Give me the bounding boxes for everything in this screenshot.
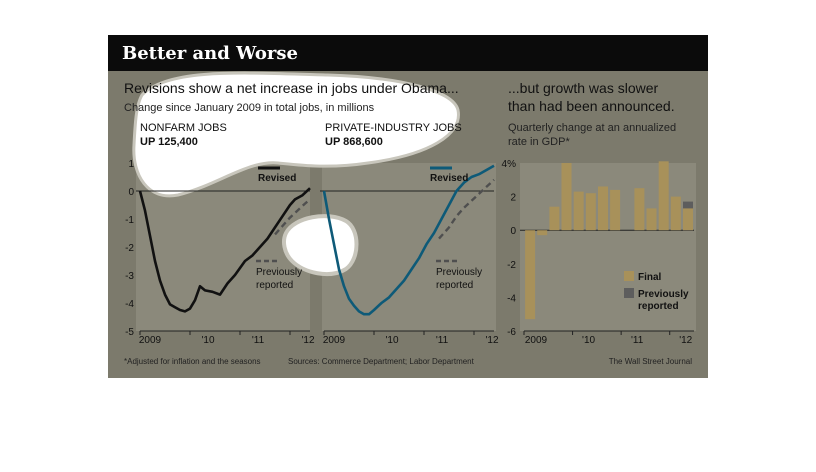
nonfarm-y-tick-label: -1	[125, 215, 134, 226]
nonfarm-title: NONFARM JOBS	[140, 122, 227, 134]
nonfarm-x-tick-label: 2009	[139, 335, 162, 346]
left-heading: Revisions show a net increase in jobs un…	[124, 80, 459, 96]
private-legend-revised-label: Revised	[430, 173, 468, 184]
left-subheading: Change since January 2009 in total jobs,…	[124, 102, 375, 114]
gdp-y-tick-label: -6	[507, 327, 516, 338]
gdp-x-tick-label: '11	[631, 335, 644, 346]
private-previous-line	[438, 178, 495, 240]
private-x-tick-label: '11	[436, 335, 449, 346]
figure-title: Better and Worse	[122, 43, 298, 64]
nonfarm-y-tick-label: -2	[125, 243, 134, 254]
gdp-y-tick-label: 0	[510, 226, 516, 237]
credit: The Wall Street Journal	[609, 357, 693, 366]
gdp-x-tick-label: '12	[679, 335, 692, 346]
gdp-bar-final	[646, 208, 657, 231]
private-x-tick-label: '10	[385, 335, 398, 346]
private-revised-line	[322, 164, 495, 316]
gdp-bar-final	[549, 206, 560, 231]
white-blob-small	[282, 214, 359, 277]
gdp-y-tick-label: -2	[507, 260, 516, 271]
nonfarm-y-tick-label: 1	[128, 159, 134, 170]
nonfarm-previous-line	[274, 198, 311, 236]
gdp-bar-final	[525, 230, 536, 320]
nonfarm-x-tick-label: '11	[252, 335, 265, 346]
title-bar: Better and Worse	[108, 35, 708, 71]
nonfarm-y-tick-label: 0	[128, 187, 134, 198]
gdp-x-tick-label: '10	[582, 335, 595, 346]
private-subtitle: UP 868,600	[325, 136, 383, 148]
right-heading-line2: than had been announced.	[508, 98, 675, 114]
gdp-bar-final	[610, 189, 621, 231]
nonfarm-legend-revised-label: Revised	[258, 173, 296, 184]
nonfarm-y-tick-label: -3	[125, 271, 134, 282]
gdp-bar-final	[670, 196, 681, 231]
gdp-y-tick-label: 2	[510, 193, 516, 204]
right-subheading-line1: Quarterly change at an annualized	[508, 122, 676, 134]
nonfarm-subtitle: UP 125,400	[140, 136, 198, 148]
nonfarm-x-tick-label: '12	[301, 335, 314, 346]
gdp-x-tick-label: 2009	[525, 335, 548, 346]
nonfarm-revised-line	[138, 187, 311, 313]
private-title: PRIVATE-INDUSTRY JOBS	[325, 122, 462, 134]
gdp-bar-final	[598, 186, 608, 231]
chart-svg: Revisions show a net increase in jobs un…	[124, 71, 696, 366]
gdp-y-tick-label: -4	[507, 293, 516, 304]
gdp-legend-previous-label-2: reported	[638, 301, 679, 312]
footnote: *Adjusted for inflation and the seasons	[124, 357, 261, 366]
gdp-bar-final	[561, 163, 572, 231]
gdp-bar-final	[683, 208, 693, 231]
gdp-legend-previous-swatch	[624, 288, 634, 298]
nonfarm-legend-previous-label-2: reported	[256, 280, 293, 291]
nonfarm-y-tick-label: -5	[125, 327, 134, 338]
right-heading-line1: ...but growth was slower	[508, 80, 659, 96]
white-blob-large	[132, 71, 460, 198]
gdp-y-tick-label: 4%	[502, 159, 517, 170]
private-legend-previous-label-2: reported	[436, 280, 473, 291]
gdp-legend-final-swatch	[624, 271, 634, 281]
nonfarm-y-tick-label: -4	[125, 299, 134, 310]
gdp-bar-final	[634, 188, 645, 231]
gdp-legend-previous-label-1: Previously	[638, 289, 689, 300]
private-x-tick-label: '12	[485, 335, 498, 346]
nonfarm-legend-previous-label-1: Previously	[256, 267, 302, 278]
gdp-bar-final	[658, 161, 669, 231]
chart-figure: Better and Worse Revisions show a net in…	[108, 35, 708, 378]
gdp-legend-final-label: Final	[638, 272, 662, 283]
private-x-tick-label: 2009	[323, 335, 346, 346]
gdp-bar-final	[537, 230, 548, 236]
sources: Sources: Commerce Department; Labor Depa…	[288, 357, 475, 366]
nonfarm-x-tick-label: '10	[201, 335, 214, 346]
right-subheading-line2: rate in GDP*	[508, 136, 570, 148]
private-legend-previous-label-1: Previously	[436, 267, 482, 278]
gdp-bar-final	[573, 191, 584, 231]
gdp-bar-final	[585, 193, 596, 231]
